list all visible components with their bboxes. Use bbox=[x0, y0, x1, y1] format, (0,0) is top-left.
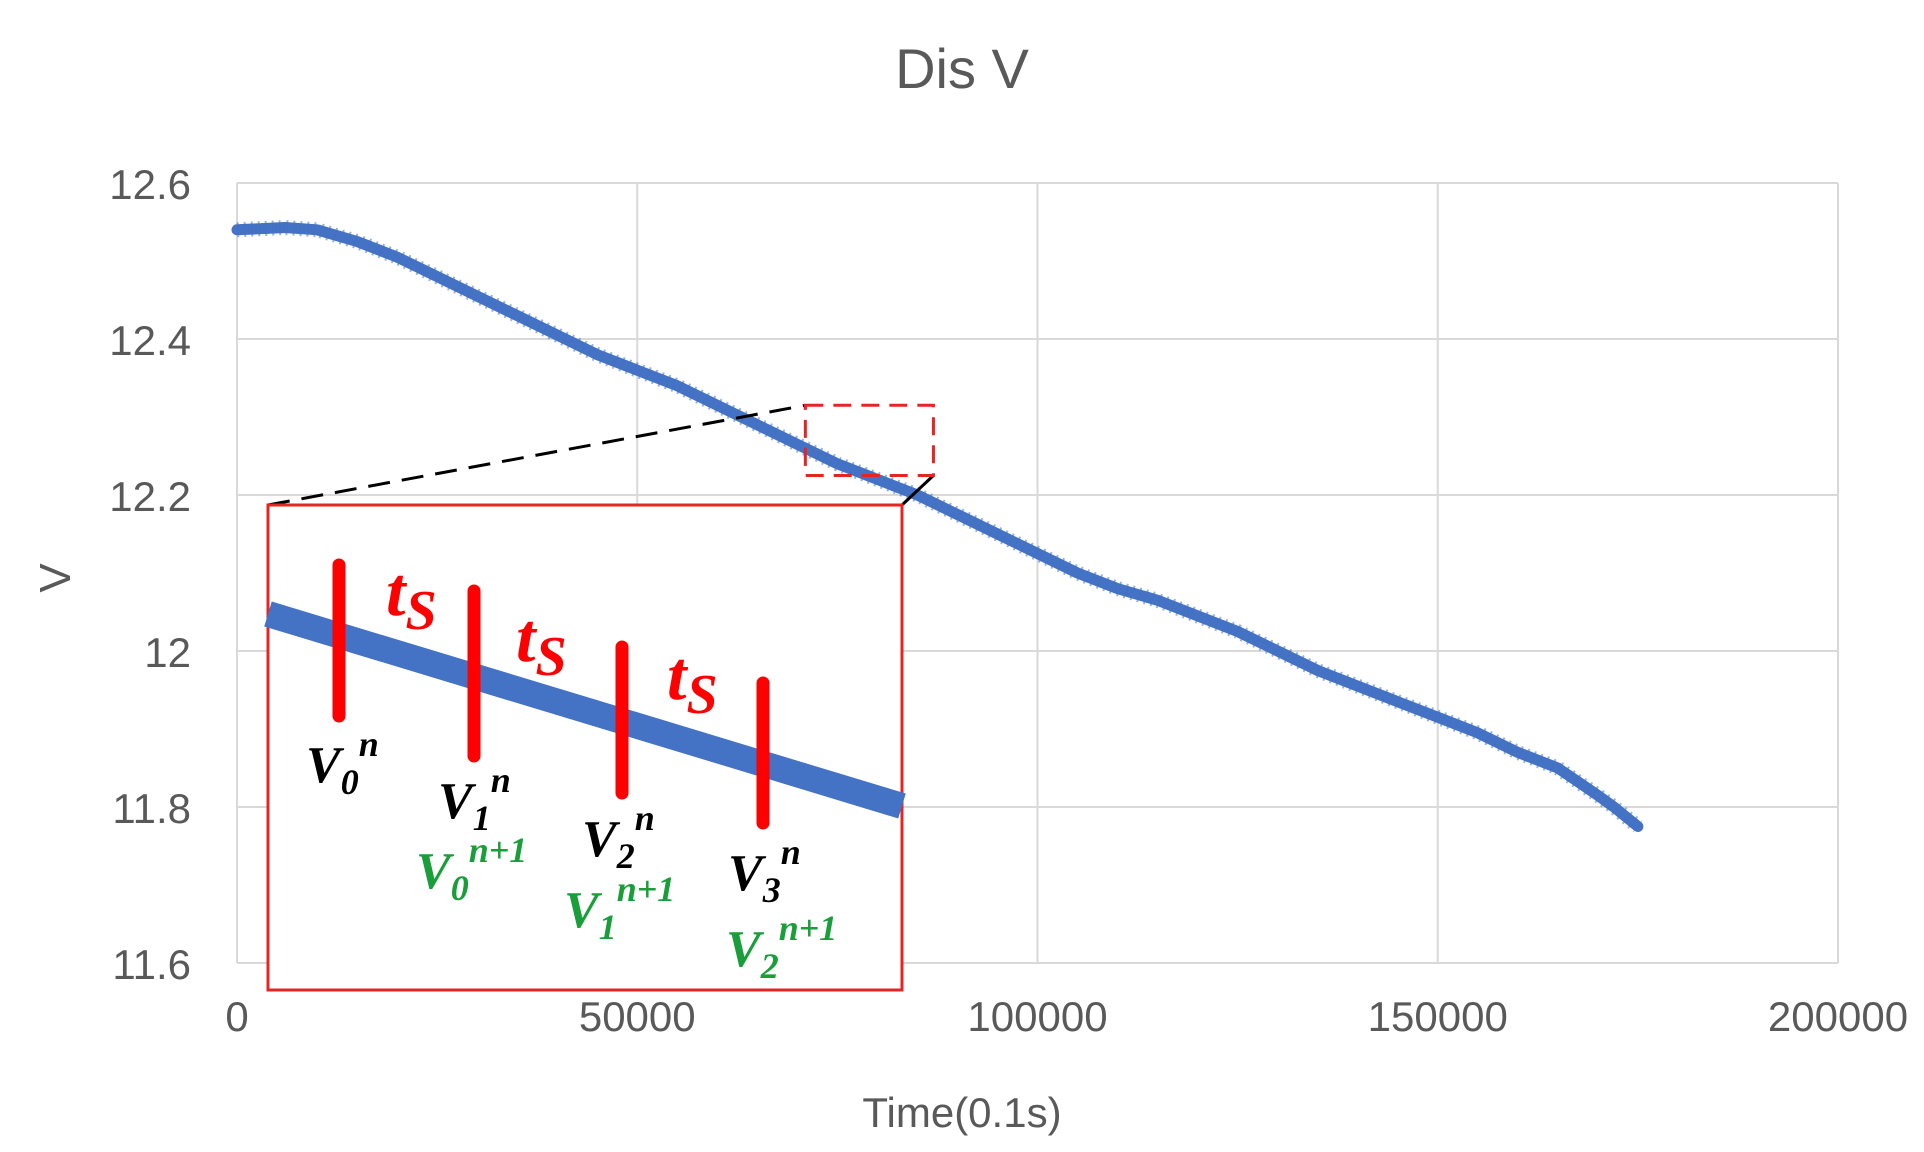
label-v0-n: V0n bbox=[306, 724, 379, 802]
tick-labels: 11.6 11.8 12 12.2 12.4 12.6 0 50000 100000 150000… bbox=[109, 161, 1908, 1040]
x-axis-label: Time(0.1s) bbox=[862, 1089, 1061, 1136]
label-v0-n1: V0n+1 bbox=[416, 830, 527, 908]
label-v1-n1: V1n+1 bbox=[564, 869, 675, 947]
zoom-indicator bbox=[267, 403, 935, 507]
y-tick-label: 12 bbox=[144, 629, 191, 676]
inset-panel: tS tS tS V0n V1n V2n V3n V0n+1 V1n+1 V2n… bbox=[264, 503, 906, 992]
x-tick-label: 100000 bbox=[967, 993, 1107, 1040]
label-v2-n1: V2n+1 bbox=[726, 908, 837, 986]
label-v2-n: V2n bbox=[582, 798, 655, 876]
data-series bbox=[231, 219, 1644, 833]
interval-label-2: tS bbox=[516, 600, 567, 688]
inset-frame bbox=[266, 503, 904, 992]
x-tick-label: 150000 bbox=[1368, 993, 1508, 1040]
x-tick-label: 50000 bbox=[579, 993, 696, 1040]
y-tick-label: 11.8 bbox=[112, 785, 191, 832]
inset-line bbox=[264, 601, 906, 819]
label-v1-n: V1n bbox=[438, 760, 511, 838]
chart-title: Dis V bbox=[895, 37, 1029, 100]
y-tick-label: 12.2 bbox=[109, 473, 191, 520]
series-line-texture bbox=[236, 219, 1643, 833]
label-v3-n: V3n bbox=[728, 832, 801, 910]
zoom-connector-top bbox=[267, 403, 806, 507]
x-tick-label: 0 bbox=[225, 993, 248, 1040]
x-tick-label: 200000 bbox=[1768, 993, 1908, 1040]
y-tick-label: 12.6 bbox=[109, 161, 191, 208]
interval-label-1: tS bbox=[386, 554, 437, 642]
zoom-box bbox=[803, 403, 935, 477]
zoom-connector-bottom bbox=[900, 474, 935, 507]
y-axis-label: V bbox=[31, 563, 80, 593]
interval-label-3: tS bbox=[667, 638, 718, 726]
y-tick-label: 11.6 bbox=[112, 941, 191, 988]
y-tick-label: 12.4 bbox=[109, 317, 191, 364]
